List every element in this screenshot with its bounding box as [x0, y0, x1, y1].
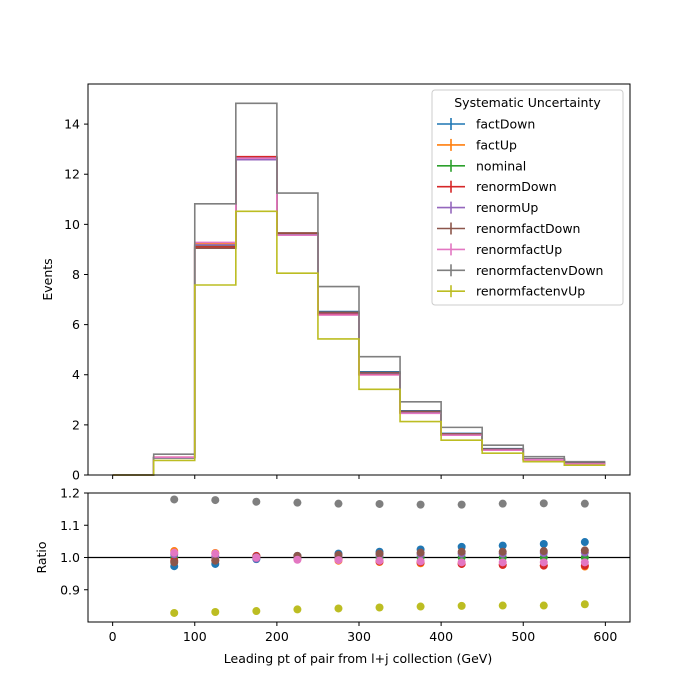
ratio-point-renormfactDown	[457, 547, 466, 556]
ratio-point-factDown	[498, 541, 507, 550]
ratio-point-renormfactenvDown	[375, 499, 384, 508]
ratio-point-renormfactUp	[457, 558, 466, 567]
main-histogram-plot: 0 2 4 6 8 10 12 14 Events	[40, 83, 631, 483]
top-y-tick-label: 8	[72, 267, 80, 282]
x-tick-label: 300	[347, 629, 371, 644]
ratio-point-renormfactenvDown	[580, 499, 589, 508]
ratio-point-renormfactUp	[498, 558, 507, 567]
ratio-point-renormfactenvUp	[498, 601, 507, 610]
legend-label: renormDown	[476, 179, 557, 194]
ratio-y-tick-label: 0.9	[60, 582, 80, 597]
legend-entry-renormDown: renormDown	[437, 179, 557, 194]
ratio-point-renormfactenvDown	[498, 499, 507, 508]
top-y-tick-label: 4	[72, 367, 80, 382]
ratio-point-renormfactenvDown	[334, 499, 343, 508]
ratio-point-renormfactUp	[211, 549, 220, 558]
x-tick-label: 600	[593, 629, 617, 644]
series-line-renormfactenvDown	[112, 102, 606, 476]
top-y-tick-label: 2	[72, 417, 80, 432]
top-y-tick-label: 6	[72, 317, 80, 332]
legend-label: nominal	[476, 158, 526, 173]
legend-entry-factDown: factDown	[437, 117, 535, 132]
legend-label: renormfactenvDown	[476, 263, 603, 278]
top-y-tick-label: 14	[64, 117, 80, 132]
top-y-tick-label: 12	[64, 167, 80, 182]
ratio-point-renormfactUp	[334, 556, 343, 565]
ratio-point-renormfactDown	[539, 547, 548, 556]
ratio-point-renormfactenvDown	[416, 500, 425, 509]
ratio-point-renormfactUp	[416, 557, 425, 566]
series-line-renormfactenvUp	[112, 210, 606, 476]
ratio-plot: 0 100 200 300 400 500 600 0.9 1.0 1.1 1.2 Ratio Lead…	[34, 486, 631, 666]
ratio-y-tick-label: 1.0	[60, 550, 80, 565]
ratio-point-renormfactenvUp	[252, 607, 261, 616]
x-tick-label: 400	[429, 629, 453, 644]
ratio-point-renormfactenvUp	[170, 608, 179, 617]
x-tick-label: 500	[511, 629, 535, 644]
ratio-y-tick-label: 1.1	[60, 518, 80, 533]
legend-entry-renormfactDown: renormfactDown	[437, 221, 580, 236]
ratio-point-renormfactUp	[539, 558, 548, 567]
ratio-point-renormfactUp	[293, 555, 302, 564]
ratio-point-renormfactDown	[498, 547, 507, 556]
ratio-point-renormfactUp	[375, 556, 384, 565]
legend-label: factDown	[476, 117, 535, 132]
legend-entry-nominal: nominal	[437, 158, 526, 173]
legend-entry-renormfactenvDown: renormfactenvDown	[437, 263, 603, 278]
ratio-point-factDown	[539, 539, 548, 548]
ratio-point-renormfactDown	[375, 549, 384, 558]
ratio-point-renormfactenvDown	[170, 495, 179, 504]
ratio-point-renormfactenvUp	[211, 608, 220, 617]
ratio-y-tick-label: 1.2	[60, 486, 80, 501]
legend-title: Systematic Uncertainty	[454, 95, 601, 110]
ratio-y-axis-label: Ratio	[34, 541, 49, 573]
legend-label: factUp	[476, 137, 517, 152]
ratio-point-renormfactenvUp	[539, 601, 548, 610]
ratio-point-renormfactenvDown	[457, 500, 466, 509]
legend-box	[431, 89, 624, 306]
ratio-point-renormfactDown	[211, 556, 220, 565]
ratio-point-renormfactUp	[170, 548, 179, 557]
ratio-point-renormfactDown	[170, 558, 179, 567]
ratio-point-renormfactenvUp	[334, 604, 343, 613]
top-y-axis-label: Events	[40, 258, 55, 300]
ratio-point-renormfactenvUp	[416, 602, 425, 611]
ratio-point-renormfactenvDown	[252, 497, 261, 506]
ratio-point-renormfactenvUp	[375, 603, 384, 612]
ratio-point-renormfactUp	[580, 558, 589, 567]
ratio-point-renormfactenvDown	[211, 496, 220, 505]
legend-label: renormUp	[476, 200, 538, 215]
ratio-point-renormfactenvDown	[539, 499, 548, 508]
legend-entry-renormfactUp: renormfactUp	[437, 242, 562, 257]
ratio-point-renormfactUp	[252, 553, 261, 562]
x-tick-label: 200	[265, 629, 289, 644]
legend-entry-renormfactenvUp: renormfactenvUp	[437, 284, 585, 299]
ratio-point-renormfactenvUp	[580, 600, 589, 609]
legend-label: renormfactUp	[476, 242, 562, 257]
ratio-point-renormfactenvUp	[293, 605, 302, 614]
ratio-point-renormfactDown	[416, 548, 425, 557]
legend-label: renormfactenvUp	[476, 284, 585, 299]
ratio-point-factDown	[580, 538, 589, 547]
ratio-point-renormfactDown	[580, 546, 589, 555]
legend-entry-factUp: factUp	[437, 137, 517, 152]
x-axis-label: Leading pt of pair from l+j collection (…	[224, 651, 492, 666]
top-y-tick-label: 10	[64, 217, 80, 232]
ratio-point-renormfactenvDown	[293, 498, 302, 507]
x-tick-label: 0	[109, 629, 117, 644]
ratio-point-renormfactenvUp	[457, 601, 466, 610]
top-y-tick-label: 0	[72, 468, 80, 483]
legend-label: renormfactDown	[476, 221, 580, 236]
legend: Systematic Uncertainty factDown factUp nomi…	[431, 89, 624, 306]
legend-entry-renormUp: renormUp	[437, 200, 538, 215]
x-tick-label: 100	[183, 629, 207, 644]
